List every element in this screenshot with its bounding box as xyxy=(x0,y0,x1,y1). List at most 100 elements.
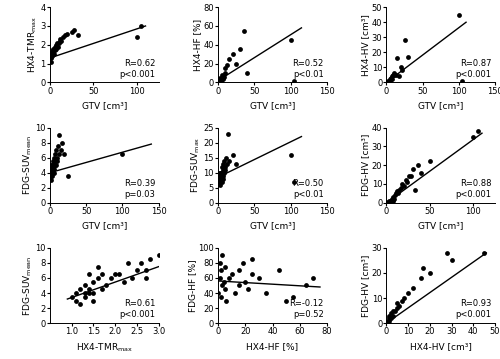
Point xyxy=(60,151,68,157)
Point xyxy=(218,75,226,80)
Point xyxy=(90,298,98,303)
Point xyxy=(397,185,405,191)
Point xyxy=(470,134,478,140)
Point xyxy=(48,162,56,168)
Point xyxy=(133,34,141,40)
Point xyxy=(222,164,230,169)
Point xyxy=(215,80,223,85)
Point xyxy=(52,159,60,164)
Point xyxy=(215,179,223,185)
Point xyxy=(94,264,102,270)
Point xyxy=(392,72,400,78)
Point xyxy=(217,170,225,176)
Point xyxy=(404,179,411,185)
Point xyxy=(61,33,69,38)
Point xyxy=(58,140,66,145)
Point xyxy=(48,47,56,53)
Y-axis label: FDG-SUV$_\mathrm{max}$: FDG-SUV$_\mathrm{max}$ xyxy=(190,137,202,194)
Point xyxy=(52,46,60,51)
Point xyxy=(386,78,394,84)
Point xyxy=(90,279,98,285)
Point xyxy=(137,23,145,29)
Point xyxy=(255,275,263,281)
Point xyxy=(133,267,141,273)
Point xyxy=(282,298,290,303)
Y-axis label: HX4-HV [cm³]: HX4-HV [cm³] xyxy=(362,14,370,76)
Point xyxy=(384,200,392,206)
Point xyxy=(216,176,224,182)
Point xyxy=(400,37,408,43)
Y-axis label: FDG-SUV$_\mathrm{mean}$: FDG-SUV$_\mathrm{mean}$ xyxy=(22,255,34,316)
Point xyxy=(417,275,425,281)
Point xyxy=(53,40,61,46)
Point xyxy=(389,308,397,313)
Point xyxy=(220,74,228,80)
Point xyxy=(386,200,394,206)
X-axis label: HX4-HV [cm³]: HX4-HV [cm³] xyxy=(410,342,472,351)
Point xyxy=(384,80,392,85)
Point xyxy=(90,290,98,296)
Point xyxy=(76,286,84,292)
Point xyxy=(408,285,416,291)
Point xyxy=(215,176,223,182)
Point xyxy=(54,151,62,157)
Point xyxy=(116,271,124,277)
Point xyxy=(223,161,231,167)
Point xyxy=(276,267,283,273)
Point xyxy=(420,265,428,271)
Point xyxy=(94,275,102,281)
Point xyxy=(390,70,398,76)
Point xyxy=(398,181,406,187)
Point xyxy=(480,250,488,256)
Point xyxy=(52,162,60,168)
Y-axis label: FDG-SUV$_\mathrm{mean}$: FDG-SUV$_\mathrm{mean}$ xyxy=(22,135,34,195)
Point xyxy=(64,173,72,179)
Point xyxy=(400,295,408,301)
Point xyxy=(426,159,434,164)
Point xyxy=(218,252,226,258)
Point xyxy=(216,173,224,178)
Point xyxy=(217,294,225,300)
Point xyxy=(80,290,88,296)
Point xyxy=(220,158,228,163)
Point xyxy=(85,286,93,292)
Point xyxy=(228,271,236,277)
Point xyxy=(411,187,419,192)
Point xyxy=(56,132,64,138)
Point xyxy=(221,286,229,292)
Point xyxy=(248,256,256,262)
Point xyxy=(387,75,395,81)
Point xyxy=(222,155,230,160)
Point xyxy=(128,275,136,281)
Point xyxy=(389,313,397,318)
Point xyxy=(309,275,317,281)
Point xyxy=(218,176,226,182)
Point xyxy=(48,170,56,176)
Point xyxy=(50,166,58,172)
Point xyxy=(102,283,110,288)
Point xyxy=(220,70,228,76)
Point xyxy=(384,318,392,323)
Point xyxy=(223,62,231,68)
Point xyxy=(218,179,226,185)
Text: R=0.61
p<0.001: R=0.61 p<0.001 xyxy=(120,299,156,320)
Point xyxy=(244,286,252,292)
Point xyxy=(47,55,55,61)
Point xyxy=(408,166,416,172)
Point xyxy=(230,290,238,296)
Point xyxy=(216,260,224,266)
Point xyxy=(51,44,59,50)
Point xyxy=(397,65,405,70)
Point xyxy=(388,198,396,204)
Y-axis label: FDG-HF [%]: FDG-HF [%] xyxy=(188,259,197,312)
X-axis label: HX4-HF [%]: HX4-HF [%] xyxy=(246,342,298,351)
Point xyxy=(46,173,54,179)
Point xyxy=(64,31,72,36)
Point xyxy=(216,170,224,176)
Point xyxy=(405,173,413,179)
Point xyxy=(286,152,294,158)
Point xyxy=(216,173,224,178)
Point xyxy=(426,270,434,276)
Point xyxy=(390,196,398,202)
Point xyxy=(400,183,408,189)
